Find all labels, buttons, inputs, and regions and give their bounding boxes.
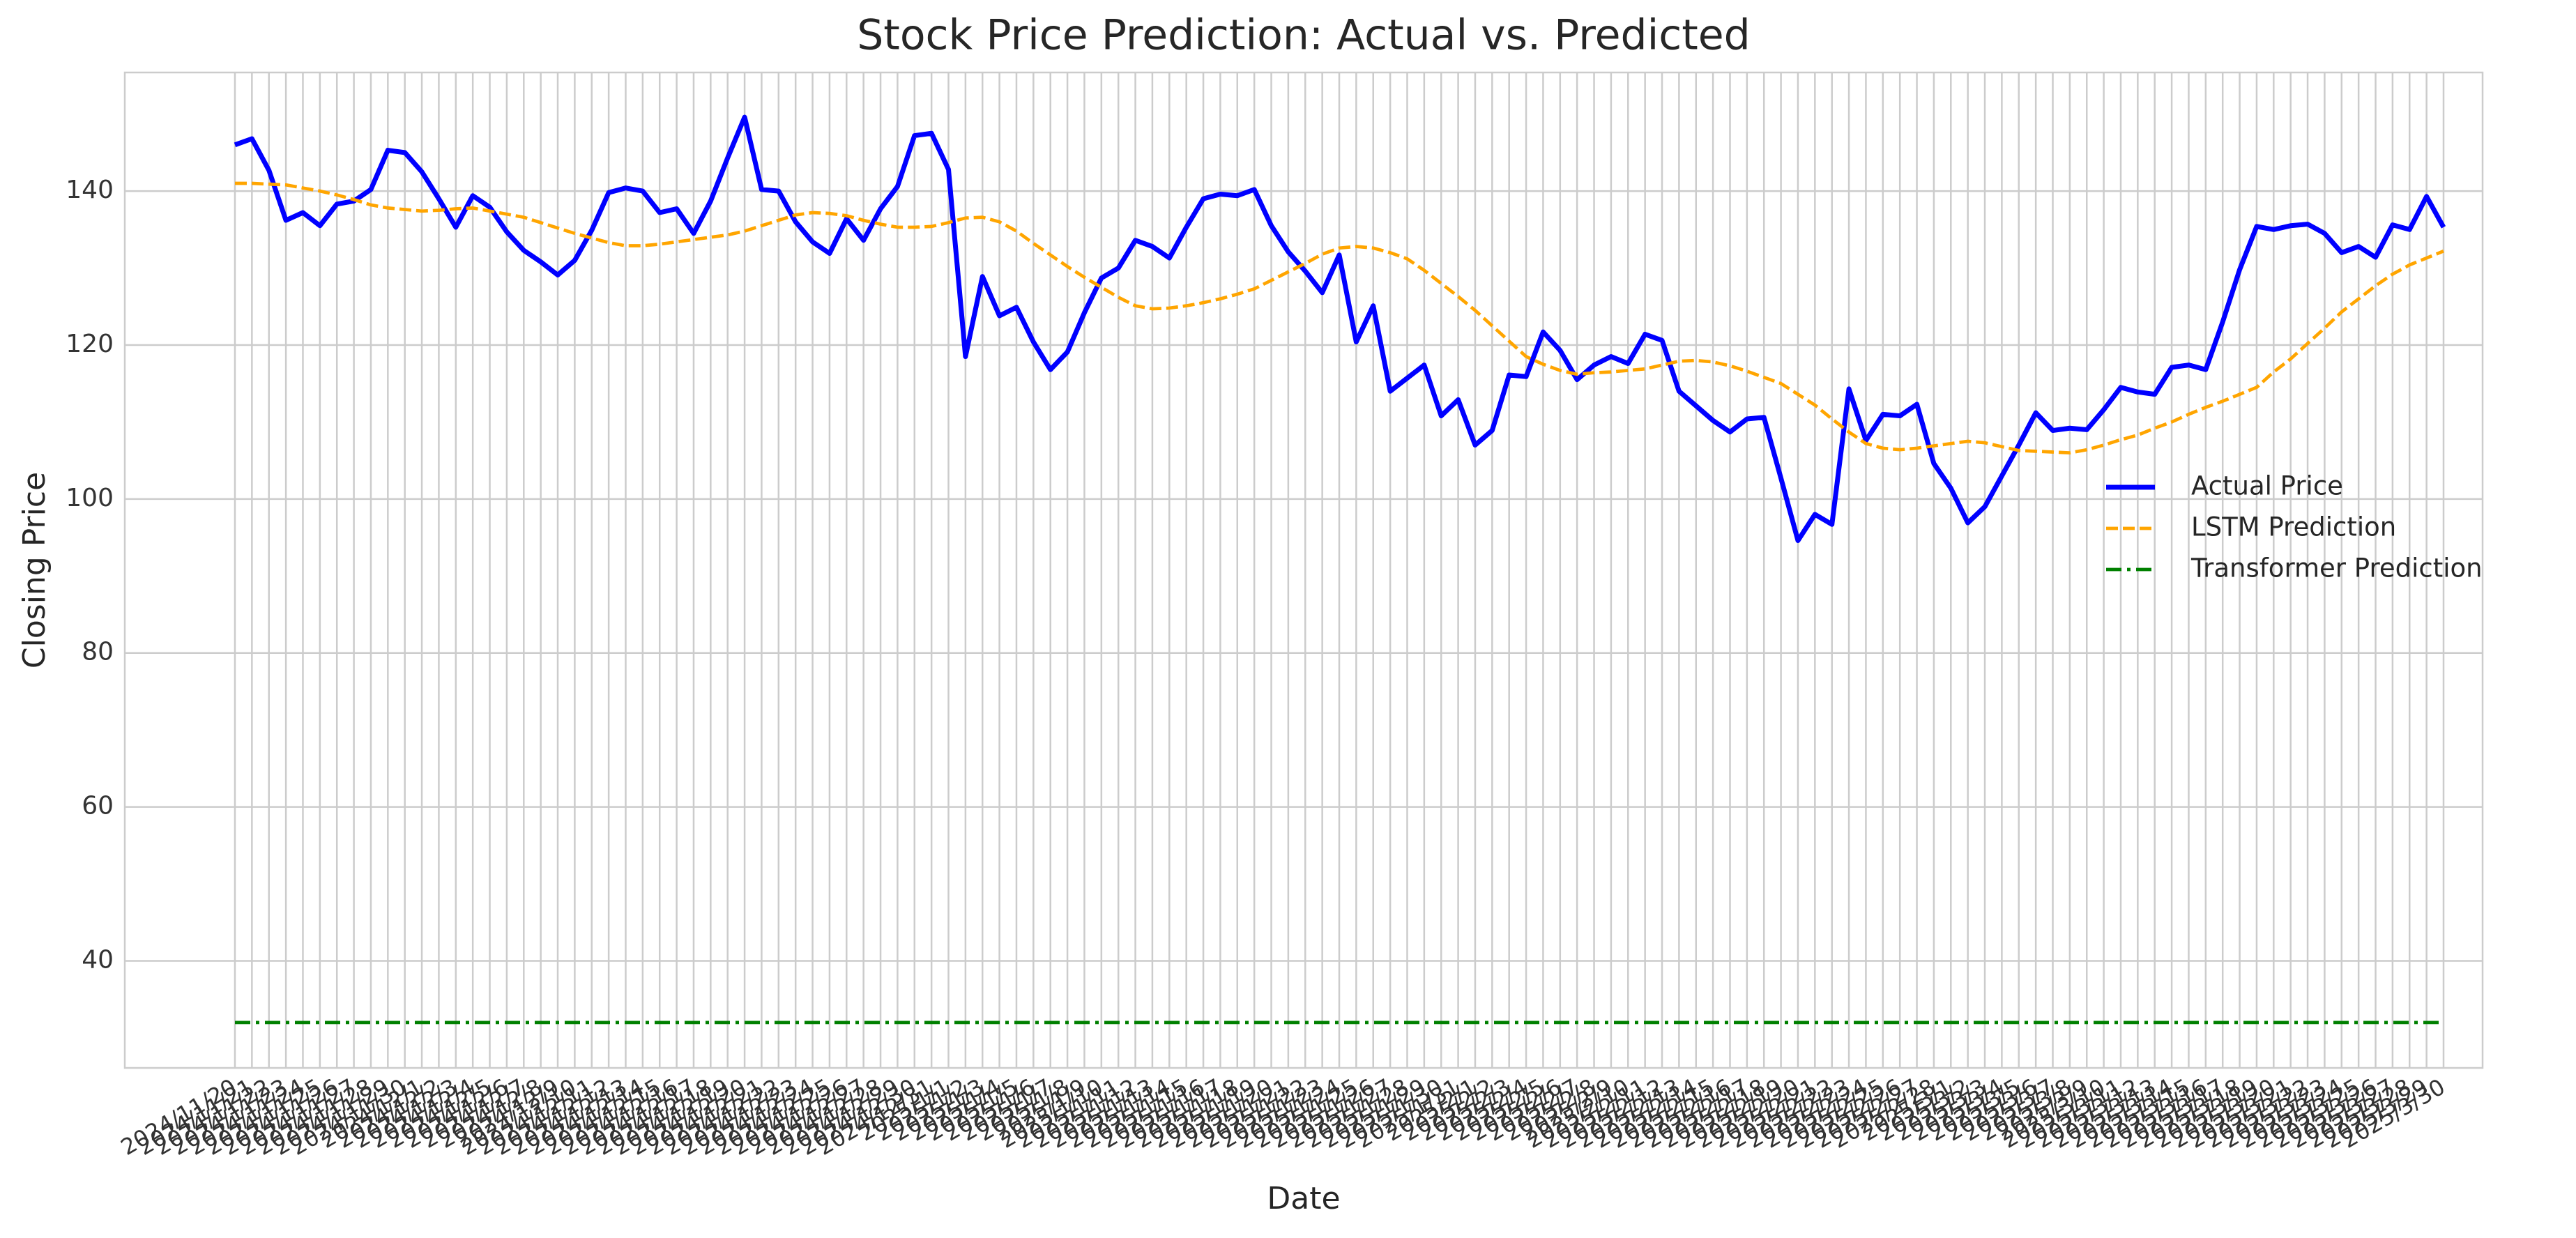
grid — [125, 72, 2483, 1068]
series-line — [234, 114, 2446, 543]
legend-label: LSTM Prediction — [2191, 512, 2396, 542]
legend-label: Transformer Prediction — [2190, 553, 2483, 583]
y-axis-label: Closing Price — [17, 472, 52, 668]
y-tick-label: 140 — [66, 176, 114, 204]
ticks: 4060801001201402024/11/202024/11/212024/… — [66, 176, 2449, 1161]
legend: Actual Price LSTM Prediction Transformer P… — [2106, 471, 2483, 583]
y-tick-label: 100 — [66, 484, 114, 512]
y-tick-label: 120 — [66, 330, 114, 358]
x-axis-label: Date — [1267, 1181, 1340, 1216]
y-tick-label: 40 — [82, 945, 114, 974]
series-line — [235, 181, 2444, 454]
chart-title: Stock Price Prediction: Actual vs. Predi… — [857, 11, 1751, 60]
axes-frame — [123, 71, 2484, 1069]
legend-label: Actual Price — [2191, 471, 2343, 501]
y-tick-label: 80 — [82, 638, 114, 666]
plot-area — [234, 114, 2446, 1025]
y-tick-label: 60 — [82, 792, 114, 820]
